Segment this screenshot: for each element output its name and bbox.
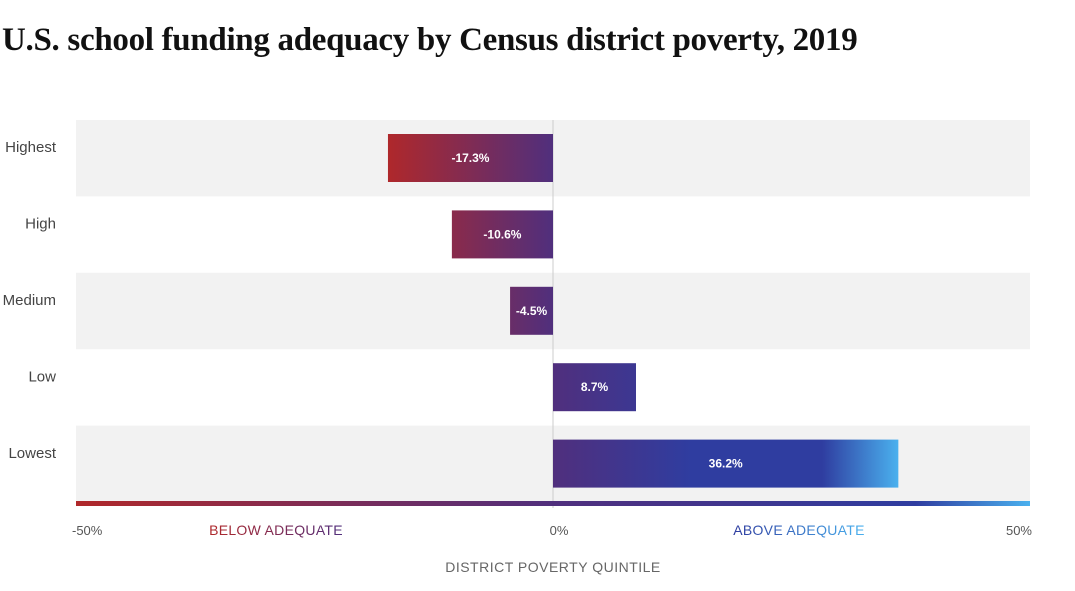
above-adequate-label: ABOVE ADEQUATE (733, 522, 865, 538)
category-label-low: Low (28, 368, 56, 385)
bar-medium (510, 286, 553, 335)
bar-high (451, 210, 553, 259)
bars: -17.3% -10.6% -4.5% 8.7% 36.2% (387, 134, 899, 488)
bar-low (553, 363, 636, 412)
category-label-lowest: Lowest (8, 445, 56, 462)
category-label-highest: Highest (5, 139, 57, 156)
value-label-medium: -4.5% (516, 304, 548, 318)
value-label-low: 8.7% (581, 380, 609, 394)
bar-lowest (553, 439, 899, 488)
value-label-lowest: 36.2% (709, 457, 743, 471)
value-label-high: -10.6% (483, 227, 521, 241)
x-ticks: -50% 0% 50% (72, 523, 1032, 538)
below-adequate-label: BELOW ADEQUATE (209, 522, 343, 538)
category-label-high: High (25, 216, 56, 233)
category-label-medium: Medium (3, 292, 56, 309)
x-tick-label: -50% (72, 523, 103, 538)
x-tick-label: 50% (1006, 523, 1032, 538)
x-axis-bar (76, 501, 1030, 506)
x-tick-label: 0% (550, 523, 569, 538)
x-axis-title: DISTRICT POVERTY QUINTILE (445, 559, 661, 575)
bar-highest (387, 134, 553, 182)
value-label-highest: -17.3% (451, 151, 489, 165)
chart-title: U.S. school funding adequacy by Census d… (2, 22, 858, 58)
